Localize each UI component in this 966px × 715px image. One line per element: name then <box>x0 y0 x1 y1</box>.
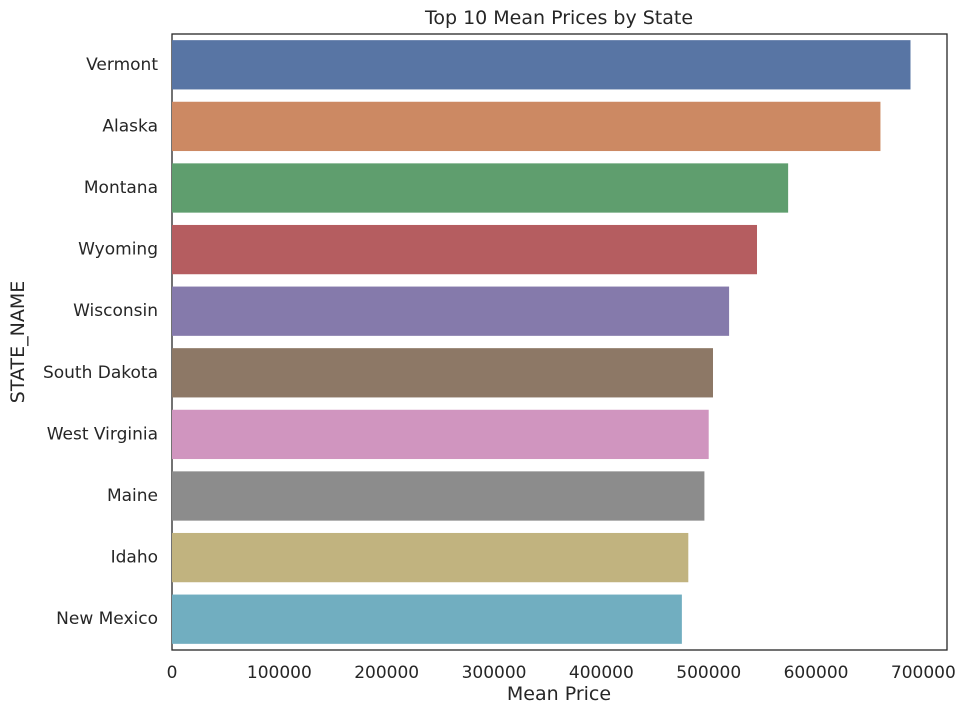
y-tick-label: Vermont <box>86 55 158 75</box>
bar-west-virginia <box>172 409 709 460</box>
x-tick-label: 700000 <box>891 663 956 683</box>
y-tick-label: Wisconsin <box>73 301 158 321</box>
y-tick-labels: Vermont Alaska Montana Wyoming Wisconsin Sout… <box>43 55 158 629</box>
x-tick-label: 0 <box>167 663 178 683</box>
bar-maine <box>172 471 705 521</box>
x-tick-label: 200000 <box>354 663 419 683</box>
y-tick-label: Wyoming <box>78 240 158 260</box>
y-tick-label: South Dakota <box>43 363 158 383</box>
y-tick-label: Idaho <box>111 548 158 568</box>
x-axis-title: Mean Price <box>507 683 611 705</box>
y-tick-label: Alaska <box>102 116 158 136</box>
y-axis-title: STATE_NAME <box>7 281 29 403</box>
bar-alaska <box>172 101 881 152</box>
y-tick-label: Maine <box>107 486 158 506</box>
y-tick-label: West Virginia <box>47 424 158 444</box>
x-tick-label: 300000 <box>462 663 527 683</box>
bar-south-dakota <box>172 348 713 398</box>
x-tick-labels: 0 100000 200000 300000 400000 500000 600000 700… <box>167 663 956 683</box>
y-tick-label: Montana <box>84 178 158 198</box>
bar-montana <box>172 163 789 213</box>
y-tick-label: New Mexico <box>56 609 158 629</box>
bar-wyoming <box>172 224 758 275</box>
bars-group <box>172 40 911 644</box>
bar-wisconsin <box>172 286 730 336</box>
plot-area-frame <box>171 33 948 651</box>
x-tick-label: 500000 <box>676 663 741 683</box>
bar-vermont <box>172 40 911 90</box>
bar-idaho <box>172 532 689 583</box>
bar-new-mexico <box>172 594 682 644</box>
chart-title: Top 10 Mean Prices by State <box>424 7 693 29</box>
x-tick-label: 400000 <box>569 663 634 683</box>
x-tick-label: 100000 <box>247 663 312 683</box>
x-tick-label: 600000 <box>784 663 849 683</box>
